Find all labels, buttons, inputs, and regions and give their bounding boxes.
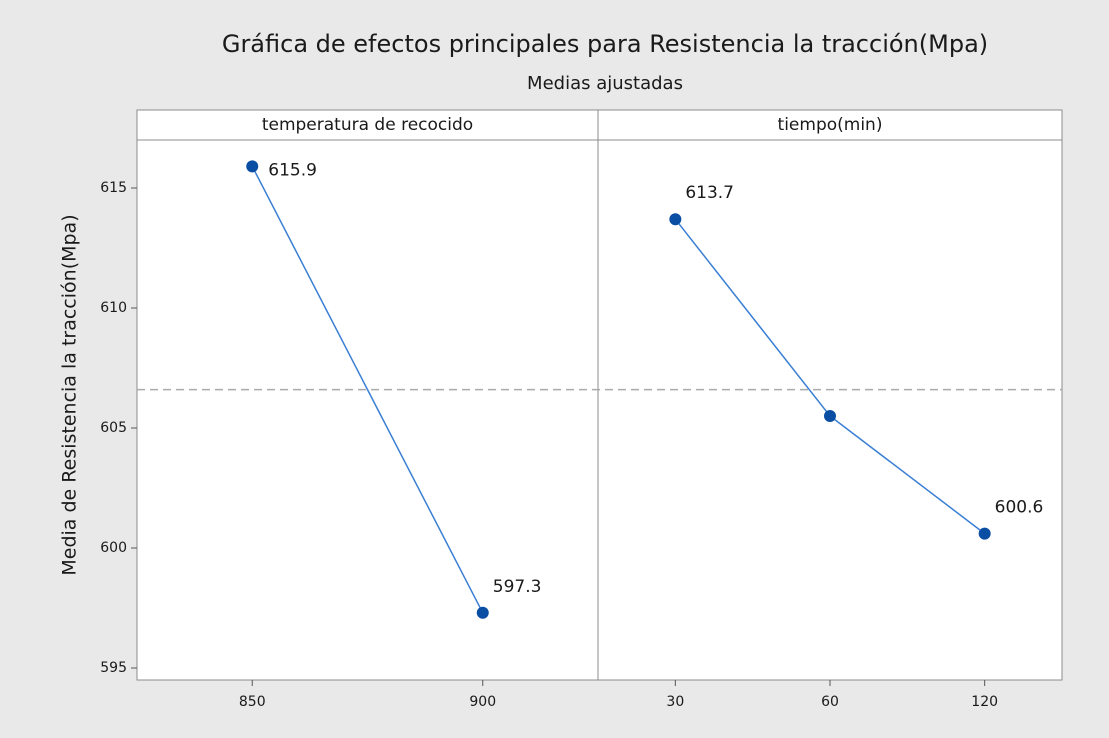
x-tick-label: 850 [239, 694, 266, 710]
panel-title: tiempo(min) [778, 115, 883, 135]
x-tick-label: 60 [821, 694, 839, 710]
data-label: 613.7 [685, 183, 734, 203]
y-tick-label: 615 [100, 180, 127, 196]
x-tick-label: 900 [469, 694, 496, 710]
effect-line [251, 166, 484, 614]
y-tick-label: 595 [100, 660, 127, 676]
y-axis-label: Media de Resistencia la tracción(Mpa) [59, 214, 81, 575]
chart-title: Gráfica de efectos principales para Resi… [222, 30, 988, 58]
data-label: 615.9 [268, 160, 317, 180]
x-tick-label: 120 [971, 694, 998, 710]
data-label: 597.3 [493, 577, 542, 597]
y-tick-label: 600 [100, 540, 127, 556]
marker [669, 213, 682, 226]
marker [824, 410, 836, 422]
y-tick-label: 610 [100, 300, 127, 316]
plot-area [136, 109, 1063, 681]
marker [246, 160, 259, 173]
panel-title: temperatura de recocido [262, 115, 473, 135]
x-tick-label: 30 [666, 694, 684, 710]
y-tick-label: 605 [100, 420, 127, 436]
chart-subtitle: Medias ajustadas [527, 73, 683, 94]
data-label: 600.6 [995, 498, 1044, 518]
marker [476, 606, 489, 619]
marker [978, 527, 991, 540]
